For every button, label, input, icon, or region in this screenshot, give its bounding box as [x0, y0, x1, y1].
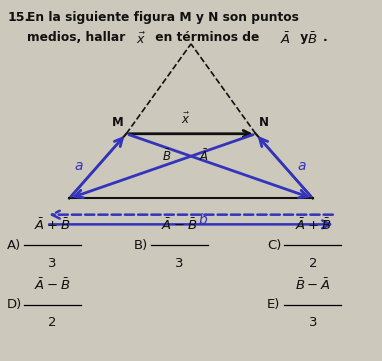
Text: D): D)	[6, 298, 22, 311]
Text: En la siguiente figura M y N son puntos: En la siguiente figura M y N son puntos	[27, 11, 298, 24]
Text: $\vec{x}$: $\vec{x}$	[136, 31, 146, 47]
Text: $\bar{A}$: $\bar{A}$	[199, 148, 209, 164]
Text: .: .	[322, 31, 327, 44]
Text: 15.: 15.	[8, 11, 30, 24]
Text: $\bar{B}-\bar{A}$: $\bar{B}-\bar{A}$	[295, 277, 330, 293]
Text: 2: 2	[48, 317, 56, 330]
Text: 3: 3	[175, 257, 184, 270]
Text: E): E)	[267, 298, 280, 311]
Text: $\bar{A}+\bar{B}$: $\bar{A}+\bar{B}$	[34, 218, 70, 233]
Text: $\bar{A}+\bar{B}$: $\bar{A}+\bar{B}$	[295, 218, 331, 233]
Text: a: a	[74, 159, 83, 173]
Text: a: a	[297, 159, 306, 173]
Text: $\bar{A}-\bar{B}$: $\bar{A}-\bar{B}$	[34, 277, 70, 293]
Text: $\bar{B}$: $\bar{B}$	[307, 31, 317, 47]
Text: b: b	[198, 213, 207, 226]
Text: M: M	[112, 117, 124, 130]
Text: A): A)	[6, 239, 21, 252]
Text: C): C)	[267, 239, 282, 252]
Text: $\vec{x}$: $\vec{x}$	[181, 112, 190, 127]
Text: y: y	[296, 31, 312, 44]
Text: en términos de: en términos de	[151, 31, 264, 44]
Text: 3: 3	[309, 317, 317, 330]
Text: 3: 3	[48, 257, 56, 270]
Text: $\bar{A}$: $\bar{A}$	[280, 31, 291, 47]
Text: N: N	[259, 117, 269, 130]
Text: B): B)	[134, 239, 148, 252]
Text: $\bar{A}-\bar{B}$: $\bar{A}-\bar{B}$	[162, 218, 198, 233]
Text: $\bar{B}$: $\bar{B}$	[162, 148, 171, 164]
Text: 2: 2	[309, 257, 317, 270]
Text: medios, hallar: medios, hallar	[27, 31, 129, 44]
